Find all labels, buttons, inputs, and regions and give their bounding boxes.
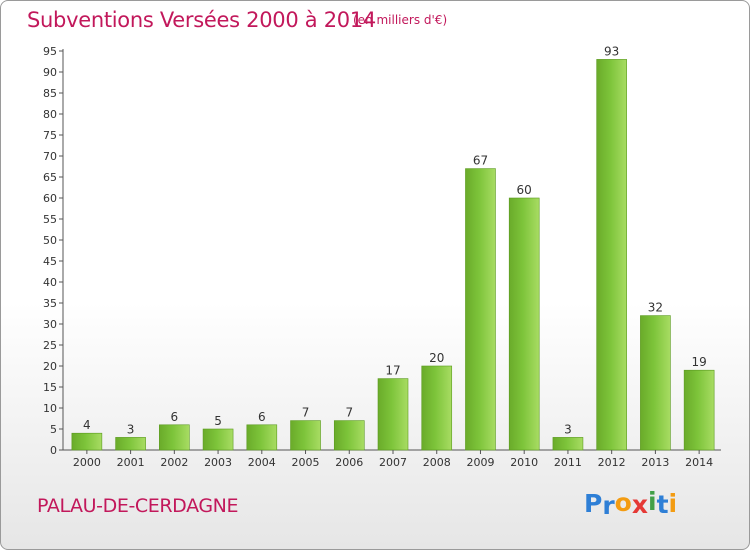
bar-value-label: 32 (648, 301, 663, 315)
y-tick-label: 70 (43, 150, 57, 163)
x-tick-label: 2004 (248, 456, 276, 469)
bar (508, 197, 540, 451)
logo-letter: x (631, 490, 648, 519)
logo-letter: o (614, 488, 632, 517)
bar (683, 369, 715, 451)
y-tick-label: 0 (50, 444, 57, 457)
bar (202, 428, 234, 451)
bar (159, 424, 190, 451)
x-tick-label: 2008 (423, 456, 451, 469)
bar (596, 59, 627, 451)
y-tick-label: 65 (43, 171, 57, 184)
bar (421, 365, 453, 451)
x-tick-label: 2001 (117, 456, 145, 469)
x-tick-label: 2013 (641, 456, 669, 469)
bar (552, 437, 584, 451)
commune-name: PALAU-DE-CERDAGNE (37, 495, 239, 517)
bar-value-label: 60 (517, 183, 532, 197)
bar (115, 437, 146, 451)
bar (71, 432, 103, 451)
bar (377, 378, 409, 451)
chart-title: Subventions Versées 2000 à 2014 (27, 8, 376, 32)
x-tick-label: 2009 (466, 456, 494, 469)
logo-letter: r (602, 491, 615, 520)
y-tick-label: 30 (43, 318, 57, 331)
chart-subtitle: (en milliers d'€) (353, 13, 448, 27)
y-tick-label: 90 (43, 66, 57, 79)
x-tick-label: 2010 (510, 456, 538, 469)
y-tick-label: 10 (43, 402, 57, 415)
y-tick-label: 60 (43, 192, 57, 205)
y-tick-label: 25 (43, 339, 57, 352)
y-tick-label: 95 (43, 45, 57, 58)
y-tick-label: 20 (43, 360, 57, 373)
x-tick-label: 2003 (204, 456, 232, 469)
bar (246, 424, 278, 451)
logo-letter: i (668, 489, 678, 518)
bar (333, 420, 365, 451)
bar-value-label: 7 (345, 406, 353, 420)
bar-value-label: 17 (385, 364, 400, 378)
bar-value-label: 20 (429, 351, 444, 365)
x-tick-label: 2011 (554, 456, 582, 469)
y-tick-label: 75 (43, 129, 57, 142)
bar-value-label: 3 (127, 422, 135, 436)
y-tick-label: 85 (43, 87, 57, 100)
bar-value-label: 3 (564, 422, 572, 436)
bar-value-label: 6 (171, 410, 179, 424)
y-tick-label: 80 (43, 108, 57, 121)
bar (640, 315, 671, 451)
y-tick-label: 35 (43, 297, 57, 310)
y-tick-label: 5 (50, 423, 57, 436)
x-tick-label: 2012 (598, 456, 626, 469)
bar-value-label: 5 (214, 414, 222, 428)
bar (290, 420, 321, 451)
logo-letter: t (656, 490, 669, 519)
x-tick-label: 2005 (292, 456, 320, 469)
bar-value-label: 19 (691, 355, 706, 369)
y-tick-label: 55 (43, 213, 57, 226)
x-tick-label: 2014 (685, 456, 713, 469)
x-tick-label: 2007 (379, 456, 407, 469)
bar-value-label: 4 (83, 418, 91, 432)
y-tick-label: 15 (43, 381, 57, 394)
y-tick-label: 45 (43, 255, 57, 268)
x-tick-label: 2006 (335, 456, 363, 469)
bar (465, 168, 496, 451)
y-tick-label: 40 (43, 276, 57, 289)
bar-value-label: 6 (258, 410, 266, 424)
x-tick-label: 2000 (73, 456, 101, 469)
logo-letter: P (584, 489, 603, 518)
bar-value-label: 7 (302, 406, 310, 420)
proxiti-logo: Proxiti (584, 487, 678, 523)
bar-value-label: 93 (604, 44, 619, 58)
logo-letter: i (648, 487, 657, 516)
x-tick-label: 2002 (160, 456, 188, 469)
y-tick-label: 50 (43, 234, 57, 247)
bar-value-label: 67 (473, 154, 488, 168)
